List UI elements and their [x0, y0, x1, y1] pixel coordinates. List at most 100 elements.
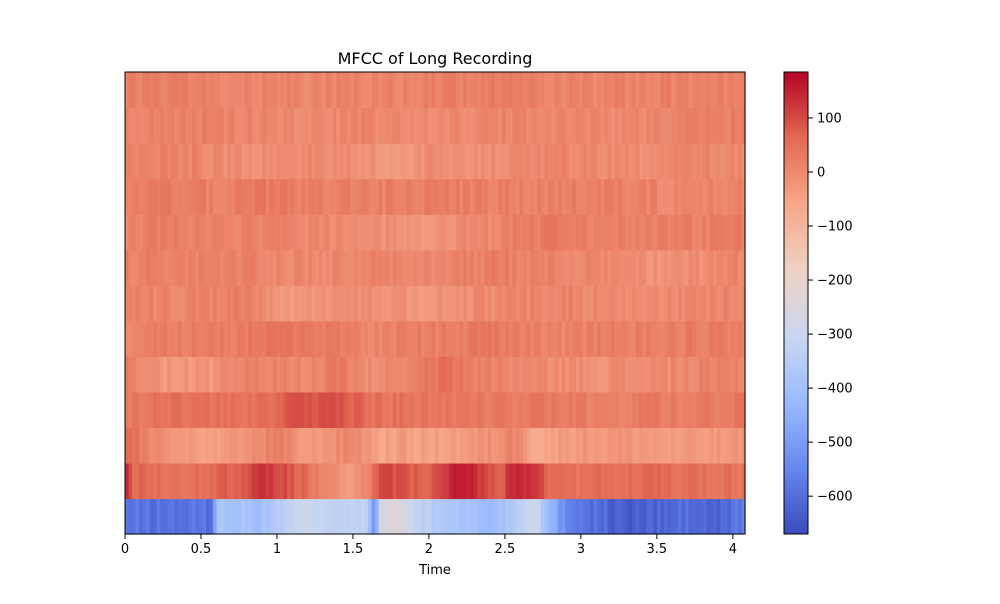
heatmap-cell	[713, 427, 718, 464]
heatmap-cell	[283, 107, 288, 144]
heatmap-cell	[611, 143, 616, 180]
heatmap-cell	[227, 143, 232, 180]
heatmap-cell	[177, 356, 182, 393]
heatmap-cell	[473, 72, 478, 109]
heatmap-cell	[501, 462, 507, 500]
heatmap-cell	[561, 498, 566, 535]
heatmap-cell	[132, 498, 137, 535]
heatmap-cell	[551, 249, 556, 286]
heatmap-cell	[466, 356, 471, 393]
heatmap-cell	[688, 356, 693, 393]
heatmap-cell	[234, 462, 239, 500]
heatmap-cell	[248, 285, 253, 322]
heatmap-cell	[706, 427, 711, 464]
heatmap-cell	[611, 214, 616, 251]
heatmap-cell	[382, 143, 387, 180]
heatmap-cell	[325, 72, 330, 109]
heatmap-cell	[442, 72, 447, 109]
heatmap-cell	[160, 249, 165, 286]
heatmap-cell	[269, 462, 274, 500]
heatmap-cell	[561, 178, 566, 215]
heatmap-cell	[452, 285, 457, 322]
heatmap-cell	[248, 107, 253, 144]
heatmap-cell	[663, 214, 669, 251]
heatmap-cell	[663, 427, 669, 464]
heatmap-cell	[709, 498, 714, 535]
heatmap-cell	[160, 427, 165, 464]
heatmap-cell	[410, 356, 415, 393]
heatmap-cell	[198, 391, 204, 428]
heatmap-cell	[477, 356, 482, 393]
heatmap-cell	[582, 249, 588, 286]
heatmap-cell	[706, 462, 711, 500]
heatmap-cell	[195, 214, 200, 251]
heatmap-cell	[572, 427, 577, 464]
heatmap-cell	[375, 462, 380, 500]
heatmap-cell	[565, 320, 570, 357]
heatmap-cell	[280, 427, 285, 464]
heatmap-cell	[579, 498, 584, 535]
heatmap-cell	[709, 72, 714, 109]
heatmap-cell	[456, 462, 461, 500]
heatmap-cell	[223, 72, 228, 109]
heatmap-cell	[452, 214, 457, 251]
heatmap-cell	[213, 462, 218, 500]
heatmap-cell	[184, 107, 190, 144]
heatmap-cell	[308, 391, 313, 428]
heatmap-cell	[695, 427, 700, 464]
heatmap-cell	[325, 462, 330, 500]
heatmap-cell	[406, 178, 411, 215]
heatmap-cell	[195, 72, 200, 109]
heatmap-cell	[149, 462, 154, 500]
heatmap-cell	[614, 462, 619, 500]
heatmap-cell	[202, 72, 207, 109]
heatmap-cell	[339, 356, 345, 393]
heatmap-cell	[269, 178, 274, 215]
heatmap-cell	[642, 498, 647, 535]
heatmap-cell	[315, 462, 320, 500]
heatmap-cell	[290, 285, 295, 322]
heatmap-cell	[561, 107, 566, 144]
heatmap-cell	[558, 462, 563, 500]
x-axis: 0 0.5 1 1.5 2 2.5 3 3.5 4	[121, 534, 737, 557]
heatmap-cell	[649, 356, 655, 393]
heatmap-cell	[403, 285, 408, 322]
heatmap-cell	[336, 498, 341, 535]
heatmap-cell	[466, 107, 471, 144]
heatmap-cell	[526, 178, 531, 215]
heatmap-cell	[325, 427, 330, 464]
heatmap-cell	[688, 498, 693, 535]
heatmap-cell	[280, 498, 285, 535]
heatmap-cell	[262, 391, 267, 428]
heatmap-cell	[371, 178, 376, 215]
heatmap-cell	[459, 285, 464, 322]
heatmap-cell	[516, 356, 521, 393]
heatmap-cell	[361, 72, 366, 109]
heatmap-cell	[709, 427, 714, 464]
heatmap-cell	[343, 356, 348, 393]
heatmap-cell	[734, 498, 739, 535]
heatmap-cell	[163, 427, 168, 464]
heatmap-cell	[723, 498, 728, 535]
heatmap-cell	[336, 391, 341, 428]
heatmap-cell	[635, 249, 640, 286]
heatmap-cell	[551, 320, 556, 357]
heatmap-cell	[713, 320, 718, 357]
heatmap-cell	[487, 178, 492, 215]
heatmap-cell	[639, 107, 644, 144]
heatmap-cell	[519, 107, 524, 144]
heatmap-cell	[149, 498, 154, 535]
heatmap-cell	[216, 498, 221, 535]
heatmap-cell	[695, 249, 700, 286]
heatmap-cell	[466, 427, 471, 464]
heatmap-cell	[649, 427, 655, 464]
heatmap-cell	[237, 498, 242, 535]
heatmap-cell	[667, 356, 672, 393]
heatmap-cell	[628, 249, 633, 286]
heatmap-cell	[575, 427, 581, 464]
heatmap-cell	[523, 427, 528, 464]
heatmap-cell	[505, 285, 510, 322]
heatmap-cell	[727, 285, 732, 322]
heatmap-cell	[568, 391, 573, 428]
heatmap-cell	[382, 72, 387, 109]
